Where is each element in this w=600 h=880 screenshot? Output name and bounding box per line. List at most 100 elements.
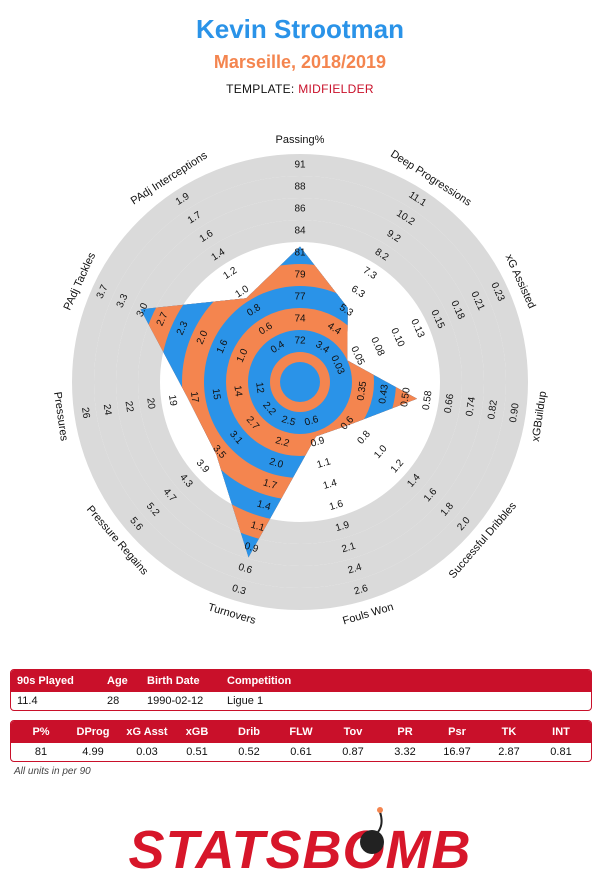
axis-tick-label: 1.2 [221,265,239,282]
axis-tick-label: 0.8 [355,429,373,447]
axis-tick-label: 0.08 [368,336,386,359]
axis-tick-label: 0.43 [377,383,391,404]
stats-header-row: P% DProg xG Asst xGB Drib FLW Tov PR Psr… [11,721,591,743]
stats-value-tk: 2.87 [498,746,520,758]
stats-value-xg-asst: 0.03 [136,746,158,758]
axis-tick-label: 0.90 [508,402,522,423]
axis-label: Turnovers [207,602,258,628]
axis-tick-label: 0.9 [243,541,260,556]
stats-header-tk: TK [501,726,517,738]
logo-wordmark: STATSBOMB [129,820,472,880]
info-table: 90s Played Age Birth Date Competition 11… [10,669,592,711]
axis-tick-label: 3.9 [194,458,212,476]
axis-tick-label: 2.2 [274,435,291,450]
axis-tick-label: 3.3 [115,292,131,310]
axis-tick-label: 0.9 [309,435,326,450]
stats-header-int: INT [552,726,570,738]
axis-tick-label: 1.1 [249,520,266,535]
axis-tick-label: 0.35 [356,380,370,401]
axis-tick-label: 2.1 [340,541,357,556]
stats-header-p: P% [32,726,50,738]
stats-value-tov: 0.87 [342,746,364,758]
stats-header-dprog: DProg [76,726,110,738]
axis-tick-label: 81 [294,248,306,259]
stats-header-psr: Psr [448,726,466,738]
axis-tick-label: 1.1 [316,456,333,471]
axis-tick-label: 2.4 [347,562,364,577]
axis-tick-label: 0.50 [399,386,413,407]
stats-table: P% DProg xG Asst xGB Drib FLW Tov PR Psr… [10,720,592,762]
axis-tick-label: 0.3 [231,583,248,598]
axis-tick-label: 12 [253,382,266,395]
axis-tick-label: 2.0 [195,329,211,347]
stats-value-pr: 3.32 [394,746,416,758]
axis-tick-label: 0.58 [421,390,435,411]
axis-tick-label: 1.0 [235,347,251,365]
axis-tick-label: 0.13 [408,317,426,340]
stats-header-xg-asst: xG Asst [126,726,168,738]
axis-tick-label: 1.7 [262,477,279,492]
axis-tick-label: 19 [166,394,179,407]
axis-label: Fouls Won [341,601,395,627]
axis-tick-label: 15 [210,388,223,401]
units-footnote: All units in per 90 [14,766,91,777]
axis-tick-label: 1.6 [215,338,231,356]
axis-tick-label: 91 [294,160,306,171]
axis-tick-label: 0.66 [443,393,457,414]
axis-tick-label: 0.6 [237,562,254,577]
stats-header-tov: Tov [343,726,363,738]
axis-tick-label: 72 [294,336,306,347]
axis-tick-label: 77 [294,292,306,303]
axis-tick-label: 7.3 [361,265,379,282]
radar-center [280,362,320,402]
axis-tick-label: 6.3 [349,284,367,301]
team-season: Marseille, 2018/2019 [213,52,387,72]
axis-tick-label: 3.0 [135,301,151,319]
template-label: TEMPLATE: [226,82,295,96]
info-value-row: 11.4 28 1990-02-12 Ligue 1 [11,692,591,710]
info-value-competition: Ligue 1 [227,695,264,707]
axis-tick-label: 2.6 [353,583,370,598]
axis-tick-label: 74 [294,314,306,325]
grid-ring [94,176,506,588]
info-header-birth-date: Birth Date [147,675,200,687]
axis-tick-label: 26 [79,407,92,420]
info-value-birth-date: 1990-02-12 [147,695,204,707]
axis-tick-label: 1.2 [389,457,407,475]
axis-tick-label: 1.9 [334,520,351,535]
axis-tick-label: 24 [101,404,114,417]
stats-value-int: 0.81 [550,746,572,758]
grid-ring [72,154,528,610]
grid-ring [138,220,462,544]
stats-header-flw: FLW [289,726,313,738]
template-line: TEMPLATE: MIDFIELDER [0,82,600,96]
stats-header-xgb: xGB [185,726,209,738]
info-header-row: 90s Played Age Birth Date Competition [11,670,591,692]
stats-value-p: 81 [34,746,48,758]
axis-tick-label: 20 [144,397,157,410]
axis-tick-label: 88 [294,182,306,193]
stats-value-xgb: 0.51 [186,746,208,758]
player-name: Kevin Strootman [195,14,405,44]
axis-tick-label: 79 [294,270,306,281]
axis-tick-label: 0.6 [303,414,320,429]
info-header-age: Age [107,675,128,687]
stats-header-pr: PR [397,726,413,738]
axis-tick-label: 2.5 [280,414,297,429]
axis-tick-label: 1.4 [255,499,272,514]
axis-tick-label: 2.7 [155,310,171,328]
radar-chart: 727477798184868891Passing%3.44.45.36.37.… [51,134,549,628]
template-value: MIDFIELDER [298,82,374,96]
axis-label: xGBuildup [530,390,549,442]
info-value-age: 28 [107,695,120,707]
info-header-competition: Competition [227,675,292,687]
bomb-icon [360,807,384,854]
axis-tick-label: 84 [294,226,306,237]
axis-tick-label: 0.82 [486,399,500,420]
axis-tick-label: 2.3 [175,319,191,337]
stats-value-flw: 0.61 [290,746,312,758]
stats-header-drib: Drib [238,726,260,738]
axis-label: Pressures [51,391,70,442]
axis-tick-label: 0.74 [464,396,478,417]
axis-tick-label: 1.4 [322,477,339,492]
